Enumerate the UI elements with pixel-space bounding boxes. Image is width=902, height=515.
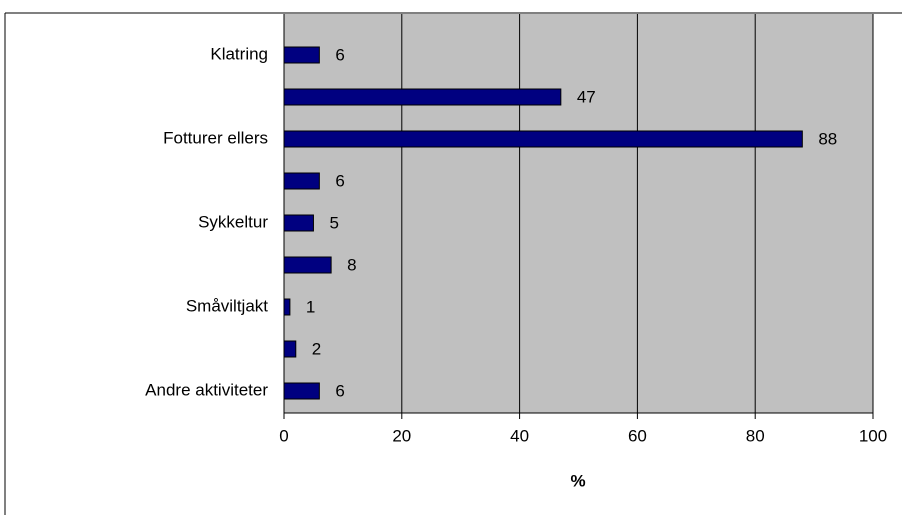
x-tick-label: 80 bbox=[746, 426, 765, 445]
x-tick-label: 60 bbox=[628, 426, 647, 445]
value-label: 6 bbox=[335, 45, 344, 64]
value-label: 88 bbox=[818, 129, 837, 148]
plot-area bbox=[284, 14, 873, 413]
y-tick-label: Klatring bbox=[210, 44, 268, 63]
value-label: 8 bbox=[347, 255, 356, 274]
x-tick-label: 20 bbox=[392, 426, 411, 445]
value-label: 5 bbox=[329, 213, 338, 232]
value-label: 6 bbox=[335, 381, 344, 400]
x-tick-label: 100 bbox=[859, 426, 887, 445]
y-tick-label: Fotturer ellers bbox=[163, 128, 268, 147]
bar bbox=[283, 382, 320, 400]
bar bbox=[283, 172, 320, 190]
bar bbox=[283, 46, 320, 64]
bar bbox=[283, 256, 332, 274]
y-tick-label: Andre aktiviteter bbox=[145, 380, 268, 399]
x-axis-label: % bbox=[570, 471, 585, 490]
bar bbox=[283, 214, 314, 232]
bar bbox=[283, 88, 562, 106]
y-tick-label: Sykkeltur bbox=[198, 212, 268, 231]
y-tick-label: Småviltjakt bbox=[186, 296, 268, 315]
bar bbox=[283, 130, 803, 148]
bar bbox=[283, 340, 297, 358]
x-tick-label: 40 bbox=[510, 426, 529, 445]
value-label: 1 bbox=[306, 297, 315, 316]
value-label: 6 bbox=[335, 171, 344, 190]
value-label: 2 bbox=[312, 339, 321, 358]
bar bbox=[283, 298, 291, 316]
x-tick-label: 0 bbox=[279, 426, 288, 445]
value-label: 47 bbox=[577, 87, 596, 106]
